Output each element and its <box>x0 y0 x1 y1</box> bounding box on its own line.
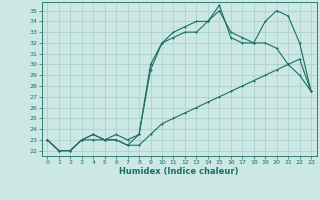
X-axis label: Humidex (Indice chaleur): Humidex (Indice chaleur) <box>119 167 239 176</box>
